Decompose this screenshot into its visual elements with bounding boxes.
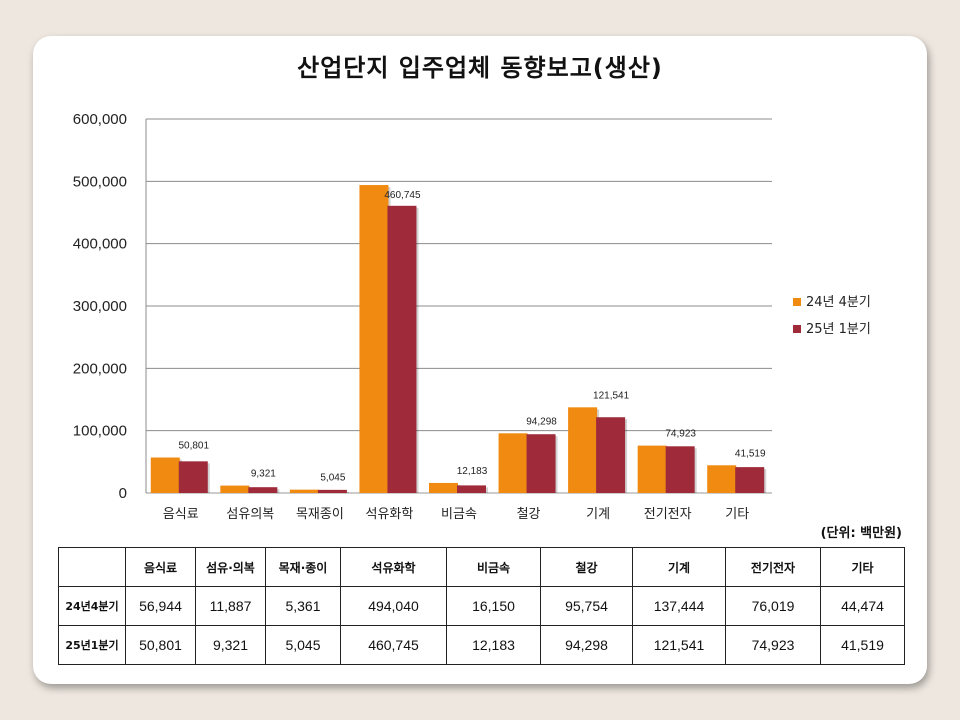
bar-q1 [317, 489, 347, 493]
table-header-cell: 음식료 [125, 547, 196, 587]
data-label: 9,321 [251, 469, 276, 480]
x-tick-label: 목재종이 [296, 507, 344, 522]
bar-q4 [429, 482, 458, 493]
data-label: 12,183 [457, 466, 488, 477]
bar-q1 [248, 487, 278, 493]
table-cell: 5,045 [265, 625, 341, 665]
table-cell: 56,944 [125, 586, 196, 626]
bar-chart: 0 100,000 200,000 300,000 400,000 500,000 600,… [73, 111, 871, 522]
legend-label: 24년 4분기 [806, 295, 871, 310]
table-cell: 41,519 [820, 625, 905, 665]
table-header-cell: 목재·종이 [265, 547, 341, 587]
data-table: 음식료 섬유·의복 목재·종이 석유화학 비금속 철강 기계 전기전자 기타 2… [58, 547, 905, 665]
table-cell: 94,298 [540, 625, 633, 665]
y-tick-label: 0 [119, 485, 127, 502]
data-label: 74,923 [665, 429, 696, 440]
table-cell: 460,745 [340, 625, 447, 665]
legend-swatch [793, 325, 801, 333]
y-tick-label: 300,000 [73, 298, 127, 315]
bar-q4 [220, 485, 250, 493]
legend-label: 25년 1분기 [806, 322, 871, 337]
table-cell: 95,754 [540, 586, 633, 626]
table-header-cell: 석유화학 [340, 547, 447, 587]
bar-q4 [498, 433, 528, 493]
table-row-label: 24년4분기 [58, 586, 126, 626]
bar-q1 [596, 417, 626, 493]
x-tick-label: 섬유의복 [226, 507, 274, 522]
bar-q4 [150, 457, 180, 493]
bar-q4 [359, 185, 389, 493]
table-cell: 9,321 [195, 625, 266, 665]
data-label: 41,519 [735, 448, 766, 459]
data-label: 460,745 [384, 190, 421, 201]
bar-q4 [637, 445, 667, 493]
table-cell: 121,541 [632, 625, 726, 665]
table-header-cell: 철강 [540, 547, 633, 587]
table-cell: 44,474 [820, 586, 905, 626]
table-cell: 494,040 [340, 586, 447, 626]
table-header-cell: 비금속 [446, 547, 541, 587]
data-label: 5,045 [320, 473, 345, 484]
table-cell: 50,801 [125, 625, 196, 665]
chart-title: 산업단지 입주업체 동향보고(생산) [297, 54, 663, 82]
x-tick-label: 기계 [586, 507, 610, 522]
y-tick-label: 500,000 [73, 173, 127, 190]
data-label: 94,298 [526, 416, 557, 427]
table-cell: 137,444 [632, 586, 726, 626]
x-tick-label: 전기전자 [644, 507, 692, 522]
x-tick-label: 석유화학 [366, 507, 414, 522]
table-cell: 16,150 [446, 586, 541, 626]
table-row-label: 25년1분기 [58, 625, 126, 665]
bar-q1 [178, 461, 208, 493]
y-tick-label: 600,000 [73, 111, 127, 128]
table-header-cell [58, 547, 126, 587]
bar-q1 [735, 467, 765, 493]
table-cell: 12,183 [446, 625, 541, 665]
legend-swatch [793, 298, 801, 306]
table-header-cell: 전기전자 [725, 547, 821, 587]
table-row: 24년4분기 56,944 11,887 5,361 494,040 16,15… [58, 586, 905, 626]
bar-q4 [707, 465, 737, 493]
y-tick-label: 400,000 [73, 236, 127, 253]
table-header-cell: 기계 [632, 547, 726, 587]
table-cell: 76,019 [725, 586, 821, 626]
table-header-cell: 섬유·의복 [195, 547, 266, 587]
x-tick-label: 철강 [517, 507, 541, 522]
bar-q1 [457, 485, 486, 493]
bar-q1 [665, 446, 695, 493]
table-row: 25년1분기 50,801 9,321 5,045 460,745 12,183… [58, 625, 905, 665]
table-cell: 74,923 [725, 625, 821, 665]
unit-label: (단위: 백만원) [820, 526, 902, 541]
table-cell: 11,887 [195, 586, 266, 626]
table-header-cell: 기타 [820, 547, 905, 587]
x-tick-label: 비금속 [441, 507, 477, 522]
y-tick-label: 200,000 [73, 360, 127, 377]
bar-q1 [387, 205, 417, 493]
x-tick-label: 음식료 [163, 507, 199, 522]
y-tick-label: 100,000 [73, 423, 127, 440]
x-tick-label: 기타 [725, 507, 749, 522]
table-header-row: 음식료 섬유·의복 목재·종이 석유화학 비금속 철강 기계 전기전자 기타 [58, 547, 905, 587]
bar-q4 [568, 407, 598, 493]
data-label: 121,541 [593, 390, 630, 401]
data-label: 50,801 [178, 441, 209, 452]
bar-q4 [289, 489, 319, 493]
table-cell: 5,361 [265, 586, 341, 626]
bar-q1 [526, 434, 556, 493]
